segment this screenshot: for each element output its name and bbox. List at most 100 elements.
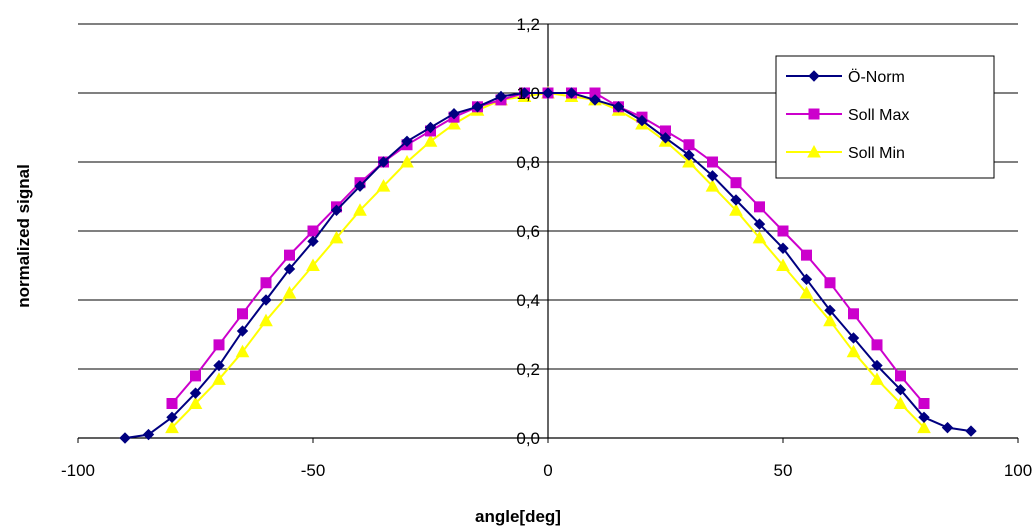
data-point-norm-27 [753,218,766,230]
data-point-soll-max-28 [824,277,836,289]
data-point-soll-max-4 [260,277,272,289]
data-point-norm-34 [918,411,930,424]
data-point-norm-24 [683,149,695,161]
x-tick-label-1: -50 [301,461,326,480]
series-group [119,85,977,444]
data-point-soll-min-2 [212,372,226,385]
legend: Ö-Norm Soll Max Soll Min [775,55,995,179]
data-point-soll-max-24 [730,177,742,189]
data-point-norm-15 [471,101,484,113]
data-point-soll-max-25 [754,201,765,213]
y-tick-label-4: 0,8 [516,153,540,172]
data-point-soll-min-25 [752,230,767,244]
y-tick-label-5: 1,0 [516,84,540,103]
data-point-norm-4 [213,359,225,372]
series-norm [119,87,977,444]
data-point-norm-8 [307,235,319,248]
data-point-soll-min-7 [329,230,344,244]
y-tick-labels: 0,0 0,2 0,4 0,6 0,8 1,0 1,2 [516,15,540,448]
legend-label-norm: Ö-Norm [848,68,905,86]
data-point-norm-26 [730,194,742,206]
x-axis-title: angle[deg] [475,507,561,526]
data-point-soll-min-26 [776,258,790,271]
data-point-norm-29 [800,273,813,286]
data-point-norm-30 [824,304,836,317]
data-point-norm-22 [636,114,648,127]
data-point-soll-min-10 [400,154,414,168]
data-point-norm-31 [847,332,860,344]
data-point-norm-10 [354,180,366,192]
data-point-norm-33 [894,383,907,396]
y-axis-title: normalized signal [14,164,33,308]
data-point-soll-max-5 [284,249,295,261]
data-point-soll-min-1 [188,396,203,409]
data-point-norm-0 [119,432,131,444]
data-point-soll-min-28 [823,313,837,327]
data-point-norm-3 [189,387,202,399]
data-point-soll-min-3 [235,344,250,358]
data-point-soll-min-32 [917,420,931,434]
legend-marker-norm [808,70,820,82]
data-point-norm-14 [448,107,460,120]
legend-item-soll-max: Soll Max [786,107,909,124]
x-tick-label-2: 0 [543,461,552,480]
data-point-soll-min-8 [353,203,367,216]
data-point-soll-max-22 [683,139,695,151]
data-point-soll-max-3 [237,308,248,320]
data-point-norm-11 [377,156,390,168]
data-point-soll-max-1 [190,370,201,382]
data-point-norm-35 [941,421,954,434]
y-tick-label-3: 0,6 [516,222,540,241]
data-point-soll-max-26 [777,225,789,237]
data-point-soll-min-0 [165,420,179,434]
data-point-soll-min-31 [893,396,908,409]
data-point-norm-5 [236,325,249,337]
legend-item-soll-min: Soll Min [786,144,905,162]
data-point-soll-max-2 [213,339,225,351]
data-point-norm-2 [166,411,178,424]
data-point-soll-min-9 [376,179,391,192]
x-tick-label-4: 100 [1004,461,1032,480]
y-tick-label-0: 0,0 [516,429,540,448]
x-tick-label-0: -100 [61,461,95,480]
data-point-norm-16 [495,90,507,103]
data-point-soll-max-30 [871,339,883,351]
data-point-soll-min-4 [259,313,273,327]
data-point-soll-min-30 [870,372,884,385]
data-point-soll-min-22 [682,154,696,168]
data-point-norm-1 [142,428,155,441]
legend-label-soll-min: Soll Min [848,145,905,162]
y-tick-label-2: 0,4 [516,291,540,310]
data-point-norm-32 [871,359,883,372]
data-point-soll-min-24 [729,203,743,216]
data-point-norm-23 [659,132,672,144]
data-point-soll-min-29 [846,344,861,358]
data-point-norm-21 [612,101,625,113]
data-point-norm-12 [401,135,413,148]
data-point-norm-25 [706,170,719,182]
data-point-soll-min-23 [705,179,720,192]
data-point-soll-max-32 [918,398,930,409]
data-point-norm-13 [424,121,437,134]
data-point-norm-6 [260,294,272,306]
data-point-soll-max-23 [707,156,718,168]
x-tick-labels: -100 -50 0 50 100 [61,461,1032,480]
data-point-soll-min-12 [447,117,461,130]
data-point-soll-max-6 [307,225,319,237]
data-point-soll-max-31 [895,370,906,382]
data-point-soll-min-6 [306,258,320,271]
data-point-soll-max-27 [801,249,812,261]
data-point-soll-min-5 [282,286,297,299]
legend-marker-soll-min [807,144,821,158]
y-tick-label-1: 0,2 [516,360,540,379]
data-point-norm-18 [542,87,554,99]
data-point-soll-min-11 [423,134,438,147]
data-point-norm-36 [965,425,977,437]
data-point-norm-19 [565,87,578,99]
data-point-norm-9 [330,204,343,217]
data-point-norm-28 [777,242,789,254]
legend-marker-soll-max [808,108,820,120]
x-tick-label-3: 50 [774,461,793,480]
